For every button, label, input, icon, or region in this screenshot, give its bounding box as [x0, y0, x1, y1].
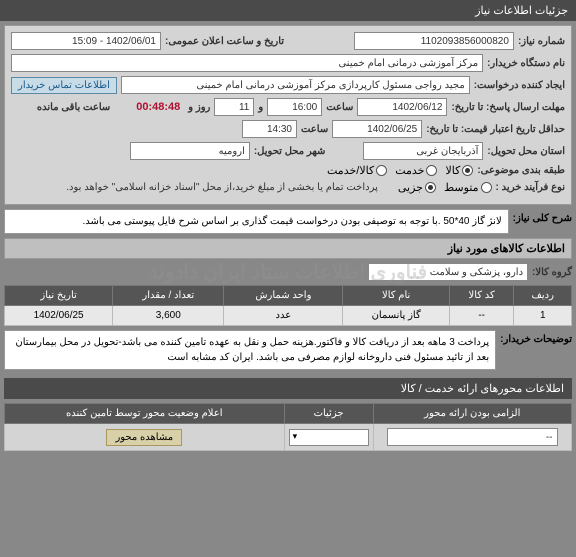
axis-table: الزامی بودن ارائه محور جزئیات اعلام وضعی…: [4, 403, 572, 451]
day-label: روز و: [188, 102, 210, 113]
validity-time: 14:30: [242, 120, 297, 138]
view-axis-button[interactable]: مشاهده محور: [106, 429, 182, 446]
radio-goods[interactable]: کالا: [445, 164, 473, 177]
process-radio-group: متوسط جزیی: [398, 181, 492, 194]
col-row: ردیف: [514, 286, 572, 306]
radio-icon: [481, 182, 492, 193]
contact-button[interactable]: اطلاعات تماس خریدار: [11, 77, 117, 94]
radio-goods-service[interactable]: کالا/خدمت: [327, 164, 387, 177]
buyer-note-text: پرداخت 3 ماهه بعد از دریافت کالا و فاکتو…: [4, 330, 496, 370]
need-no-label: شماره نیاز:: [518, 36, 565, 47]
radio-medium-label: متوسط: [444, 181, 479, 194]
radio-icon: [462, 165, 473, 176]
col-code: کد کالا: [449, 286, 514, 306]
subject-radio-group: کالا خدمت کالا/خدمت: [327, 164, 473, 177]
axis-col-status: اعلام وضعیت محور توسط تامین کننده: [5, 404, 285, 424]
group-label: گروه کالا:: [532, 267, 572, 278]
pay-note: پرداخت تمام یا بخشی از مبلغ خرید،از محل …: [66, 182, 378, 193]
cell-code: --: [449, 306, 514, 326]
buyer-note-label: توضیحات خریدار:: [500, 330, 572, 345]
col-date: تاریخ نیاز: [5, 286, 113, 306]
col-unit: واحد شمارش: [224, 286, 343, 306]
radio-icon: [426, 165, 437, 176]
province-label: استان محل تحویل:: [487, 146, 565, 157]
announce-value: 1402/06/01 - 15:09: [11, 32, 161, 50]
time-label-1: ساعت: [326, 102, 353, 113]
page-header: جزئیات اطلاعات نیاز: [0, 0, 576, 21]
radio-medium[interactable]: متوسط: [444, 181, 492, 194]
desc-label: شرح کلی نیاز:: [513, 209, 572, 224]
validity-date: 1402/06/25: [332, 120, 422, 138]
days-value: 11: [214, 98, 254, 116]
reply-date: 1402/06/12: [357, 98, 447, 116]
validity-label: حداقل تاریخ اعتبار قیمت: تا تاریخ:: [426, 124, 565, 135]
radio-small[interactable]: جزیی: [398, 181, 436, 194]
radio-small-label: جزیی: [398, 181, 423, 194]
axis-mandatory-cell: --: [373, 424, 571, 451]
remaining-time: 00:48:48: [114, 98, 184, 116]
radio-service[interactable]: خدمت: [395, 164, 437, 177]
announce-label: تاریخ و ساعت اعلان عمومی:: [165, 36, 284, 47]
axis-status-cell: مشاهده محور: [5, 424, 285, 451]
main-form-panel: شماره نیاز: 1102093856000820 تاریخ و ساع…: [4, 25, 572, 205]
city-label: شهر محل تحویل:: [254, 146, 326, 157]
axis-details-cell: [284, 424, 373, 451]
cell-row: 1: [514, 306, 572, 326]
col-name: نام کالا: [343, 286, 449, 306]
radio-icon: [376, 165, 387, 176]
axis-dropdown[interactable]: [289, 429, 369, 446]
time-label-2: ساعت: [301, 124, 328, 135]
reply-time: 16:00: [267, 98, 322, 116]
items-section-title: اطلاعات کالاهای مورد نیاز: [4, 238, 572, 259]
col-qty: تعداد / مقدار: [113, 286, 224, 306]
requester-label: ایجاد کننده درخواست:: [474, 80, 565, 91]
axis-row: -- مشاهده محور: [5, 424, 572, 451]
cell-unit: عدد: [224, 306, 343, 326]
buyer-label: نام دستگاه خریدار:: [487, 58, 565, 69]
remaining-label: ساعت باقی مانده: [37, 102, 110, 113]
city-value: ارومیه: [130, 142, 250, 160]
cell-qty: 3,600: [113, 306, 224, 326]
radio-goods-label: کالا: [445, 164, 460, 177]
province-value: آذربایجان غربی: [363, 142, 483, 160]
reply-label: مهلت ارسال پاسخ: تا تاریخ:: [451, 102, 565, 113]
process-label: نوع فرآیند خرید :: [496, 182, 565, 193]
radio-goods-service-label: کالا/خدمت: [327, 164, 374, 177]
radio-service-label: خدمت: [395, 164, 424, 177]
items-table: ردیف کد کالا نام کالا واحد شمارش تعداد /…: [4, 285, 572, 326]
requester-value: مجید رواجی مسئول کارپردازی مرکز آموزشی د…: [121, 76, 470, 94]
need-no-value: 1102093856000820: [354, 32, 514, 50]
cell-name: گاز پانسمان: [343, 306, 449, 326]
radio-icon: [425, 182, 436, 193]
buyer-value: مرکز آموزشی درمانی امام خمینی: [11, 54, 483, 72]
desc-text: لانژ گاز 40*50 .با توجه به توصیفی بودن د…: [4, 209, 509, 234]
and-label: و: [258, 102, 263, 113]
subject-label: طبقه بندی موضوعی:: [477, 165, 565, 176]
axis-col-mandatory: الزامی بودن ارائه محور: [373, 404, 571, 424]
axis-status-value: --: [387, 428, 557, 446]
header-title: جزئیات اطلاعات نیاز: [475, 5, 568, 17]
axis-col-details: جزئیات: [284, 404, 373, 424]
cell-date: 1402/06/25: [5, 306, 113, 326]
table-row: 1 -- گاز پانسمان عدد 3,600 1402/06/25: [5, 306, 572, 326]
group-value: دارو، پزشکی و سلامت: [368, 263, 528, 281]
axis-section-header: اطلاعات محورهای ارائه خدمت / کالا: [4, 378, 572, 399]
